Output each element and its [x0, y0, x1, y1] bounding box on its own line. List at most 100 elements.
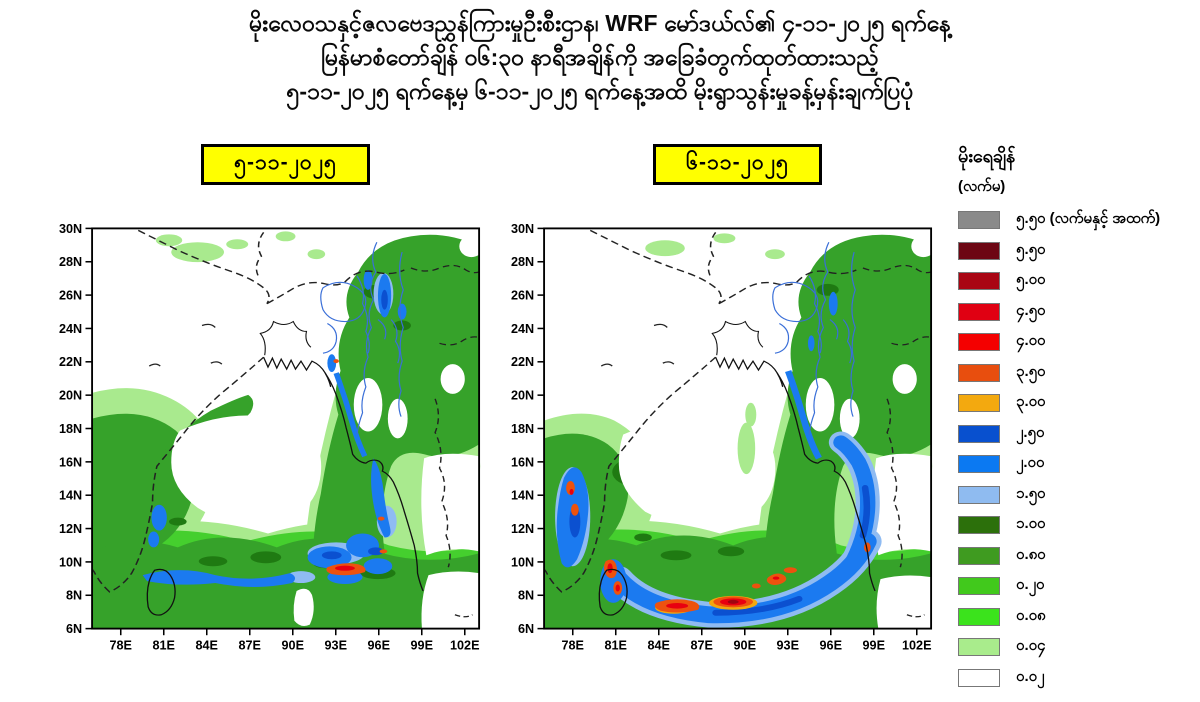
legend-swatch — [958, 607, 1000, 626]
legend-label: ၀.၈၀ — [1016, 545, 1046, 563]
lat-tick-label: 20N — [511, 389, 534, 403]
lon-tick-label: 78E — [562, 639, 584, 653]
legend-unit: (လက်မ) — [958, 178, 1006, 195]
legend-row: ၅.၅၀ (လက်မနှင့် အထက်) — [958, 210, 1194, 229]
legend-label: ၁.၅၀ — [1016, 484, 1046, 502]
lat-tick-label: 30N — [59, 224, 82, 236]
legend-swatch — [958, 668, 1000, 687]
legend-swatch — [958, 394, 1000, 412]
legend-row: ၃.၅၀ — [958, 362, 1194, 382]
legend-row: ၅.၀၀ — [958, 271, 1194, 290]
lat-tick-label: 10N — [59, 555, 82, 569]
lon-tick-label: 90E — [734, 639, 756, 653]
lat-tick-label: 24N — [511, 322, 534, 336]
legend-label: ၀.၀၂ — [1016, 667, 1045, 685]
legend-row: ၁.၀၀ — [958, 515, 1194, 534]
legend-row: ၀.၀၈ — [958, 606, 1194, 626]
lat-tick-label: 18N — [59, 422, 82, 436]
legend-swatch — [958, 302, 1000, 321]
lat-tick-label: 16N — [59, 455, 82, 469]
legend-row: ၀.၀၄ — [958, 637, 1194, 656]
lat-tick-label: 26N — [59, 288, 82, 302]
axes-day2: 30N 28N 26N 24N 22N 20N 18N 16N 14N 12N 10N 8N 6N 78E… — [511, 224, 933, 653]
legend-row: ၂.၀၀ — [958, 454, 1194, 473]
lat-tick-label: 14N — [59, 489, 82, 503]
legend-row: ၄.၅၀ — [958, 302, 1194, 321]
precip-map-day2: 30N 28N 26N 24N 22N 20N 18N 16N 14N 12N 10N 8N 6N 78E… — [511, 224, 940, 653]
lon-tick-label: 84E — [196, 639, 218, 653]
legend-swatch — [958, 455, 1000, 473]
lon-tick-label: 93E — [325, 639, 347, 653]
legend-label: ၅.၀၀ — [1016, 271, 1046, 288]
lon-tick-label: 81E — [153, 639, 175, 653]
lat-tick-label: 8N — [518, 589, 534, 603]
lon-tick-label: 96E — [820, 639, 842, 653]
legend: မိုးရေချိန် (လက်မ) ၅.၅၀ (လက်မနှင့် အထက်)… — [958, 144, 1194, 699]
legend-swatch — [958, 272, 1000, 290]
legend-label: ၀.၀၄ — [1016, 637, 1046, 654]
legend-swatch — [958, 333, 1000, 351]
legend-swatch — [958, 577, 1000, 595]
legend-swatch — [958, 424, 1000, 443]
lon-tick-label: 102E — [450, 639, 480, 653]
legend-row: ၀.၀၂ — [958, 667, 1194, 687]
lat-tick-label: 8N — [66, 589, 82, 603]
date-label-day2: ၆-၁၁-၂၀၂၅ — [653, 144, 822, 185]
lon-tick-label: 102E — [902, 639, 932, 653]
lon-tick-label: 78E — [110, 639, 132, 653]
legend-row: ၄.၀၀ — [958, 332, 1194, 351]
panel-day2: ၆-၁၁-၂၀၂၅ 30N 28N 26N 24N 22N 20N 18N 16N 14N 12N… — [500, 144, 940, 655]
legend-title: မိုးရေချိန် — [958, 146, 1016, 166]
maps-and-legend-row: ၅-၁၁-၂၀၂၅ 30N 28N 26N 24N 22N 20N 18N 16N 14N 12N… — [0, 108, 1200, 699]
legend-label: ၀.၀၈ — [1016, 606, 1046, 624]
lon-tick-label: 99E — [863, 639, 885, 653]
lat-tick-label: 22N — [59, 355, 82, 369]
lat-tick-label: 30N — [511, 224, 534, 236]
legend-rows: ၅.၅၀ (လက်မနှင့် အထက်) ၅.၅၀၅.၀၀၄.၅၀၄.၀၀၃.၅… — [958, 210, 1194, 687]
lat-tick-label: 28N — [511, 255, 534, 269]
legend-row: ၀.၈၀ — [958, 545, 1194, 565]
lon-tick-label: 90E — [282, 639, 304, 653]
lon-tick-label: 84E — [648, 639, 670, 653]
rain-layer-day2 — [544, 233, 935, 628]
legend-label: ၂.၅၀ — [1016, 423, 1045, 441]
lon-tick-label: 87E — [239, 639, 261, 653]
lon-tick-label: 81E — [605, 639, 627, 653]
legend-label: ၃.၅၀ — [1016, 362, 1046, 380]
legend-label: ၀.၂၀ — [1016, 576, 1045, 593]
legend-swatch — [958, 546, 1000, 565]
legend-label: ၄.၀၀ — [1016, 332, 1046, 349]
lat-tick-label: 22N — [511, 355, 534, 369]
legend-row: ၁.၅၀ — [958, 484, 1194, 504]
legend-row: ၅.၅၀ — [958, 241, 1194, 260]
legend-row: ၃.၀၀ — [958, 393, 1194, 412]
lat-tick-label: 20N — [59, 389, 82, 403]
date-label-day1: ၅-၁၁-၂၀၂၅ — [201, 144, 370, 185]
legend-swatch — [958, 485, 1000, 504]
lon-tick-label: 96E — [368, 639, 390, 653]
lat-tick-label: 10N — [511, 555, 534, 569]
lon-tick-label: 99E — [411, 639, 433, 653]
legend-row: ၀.၂၀ — [958, 576, 1194, 595]
axes-day1: 30N 28N 26N 24N 22N 20N 18N 16N 14N 12N 10N 8N 6N 78E… — [59, 224, 481, 653]
lat-tick-label: 12N — [511, 522, 534, 536]
lat-tick-label: 26N — [511, 288, 534, 302]
legend-swatch — [958, 363, 1000, 382]
legend-swatch — [958, 211, 1000, 229]
legend-label: ၁.၀၀ — [1016, 515, 1046, 532]
legend-row: ၂.၅၀ — [958, 423, 1194, 443]
panel-day1: ၅-၁၁-၂၀၂၅ 30N 28N 26N 24N 22N 20N 18N 16N 14N 12N… — [48, 144, 488, 655]
lon-tick-label: 93E — [777, 639, 799, 653]
lat-tick-label: 28N — [59, 255, 82, 269]
legend-swatch — [958, 638, 1000, 656]
legend-swatch — [958, 241, 1000, 260]
lat-tick-label: 24N — [59, 322, 82, 336]
lat-tick-label: 12N — [59, 522, 82, 536]
title-line-2: မြန်မာစံတော်ချိန် ၀၆:၃၀ နာရီအချိန်ကို အခ… — [321, 44, 879, 70]
legend-label: ၂.၀၀ — [1016, 454, 1045, 471]
lat-tick-label: 18N — [511, 422, 534, 436]
precip-map-day1: 30N 28N 26N 24N 22N 20N 18N 16N 14N 12N 10N 8N 6N 78E… — [59, 224, 488, 653]
lat-tick-label: 14N — [511, 489, 534, 503]
lat-tick-label: 6N — [66, 622, 82, 636]
